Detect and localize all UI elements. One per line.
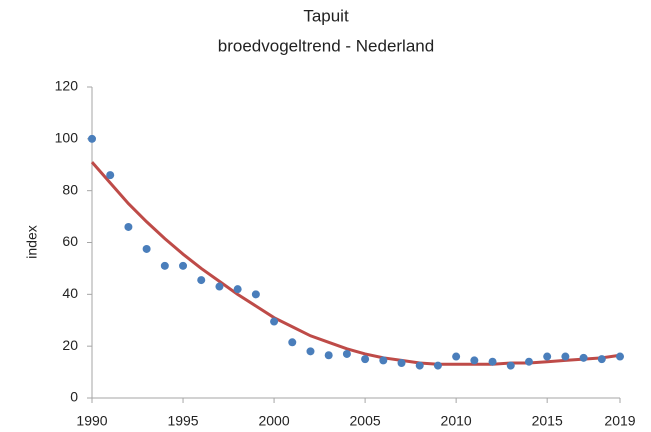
data-point: [543, 352, 552, 361]
y-tick-label: 60: [62, 233, 78, 249]
y-tick-label: 40: [62, 285, 78, 301]
data-point: [106, 171, 115, 180]
data-point: [88, 134, 96, 143]
data-point: [179, 261, 188, 270]
data-point: [415, 361, 424, 370]
data-point: [270, 317, 279, 326]
y-tick-label: 80: [62, 181, 78, 197]
x-tick-label: 2005: [350, 413, 381, 429]
data-point: [142, 244, 151, 253]
data-point: [288, 338, 297, 347]
data-point: [561, 352, 570, 361]
y-axis-label: index: [24, 225, 40, 258]
data-point: [197, 276, 206, 285]
data-point: [524, 357, 533, 366]
data-point: [215, 282, 224, 291]
y-tick-label: 20: [62, 337, 78, 353]
x-tick-label: 1990: [76, 413, 107, 429]
x-tick-label: 2015: [532, 413, 563, 429]
data-point: [160, 261, 169, 270]
data-point: [324, 351, 333, 360]
chart-subtitle: broedvogeltrend - Nederland: [218, 36, 434, 55]
x-tick-label: 1995: [167, 413, 198, 429]
x-tick-label: 2019: [604, 413, 635, 429]
data-point: [597, 355, 606, 364]
data-point: [452, 352, 461, 361]
x-tick-label: 2000: [258, 413, 289, 429]
data-point: [361, 355, 370, 364]
data-point: [488, 357, 497, 366]
data-point: [124, 222, 133, 231]
data-point: [616, 352, 624, 361]
data-point: [251, 290, 260, 299]
trend-line: [90, 161, 621, 366]
data-point: [306, 347, 315, 356]
data-point: [379, 356, 388, 365]
y-tick-label: 0: [70, 389, 78, 405]
data-point: [470, 356, 479, 365]
chart-title: Tapuit: [303, 6, 349, 25]
data-point: [233, 285, 242, 294]
data-point: [342, 349, 351, 358]
y-tick-label: 100: [55, 130, 79, 146]
data-point: [579, 353, 588, 362]
x-tick-label: 2010: [441, 413, 472, 429]
data-point: [433, 361, 442, 370]
y-tick-label: 120: [55, 78, 79, 94]
data-point: [397, 359, 406, 368]
data-point: [506, 361, 515, 370]
